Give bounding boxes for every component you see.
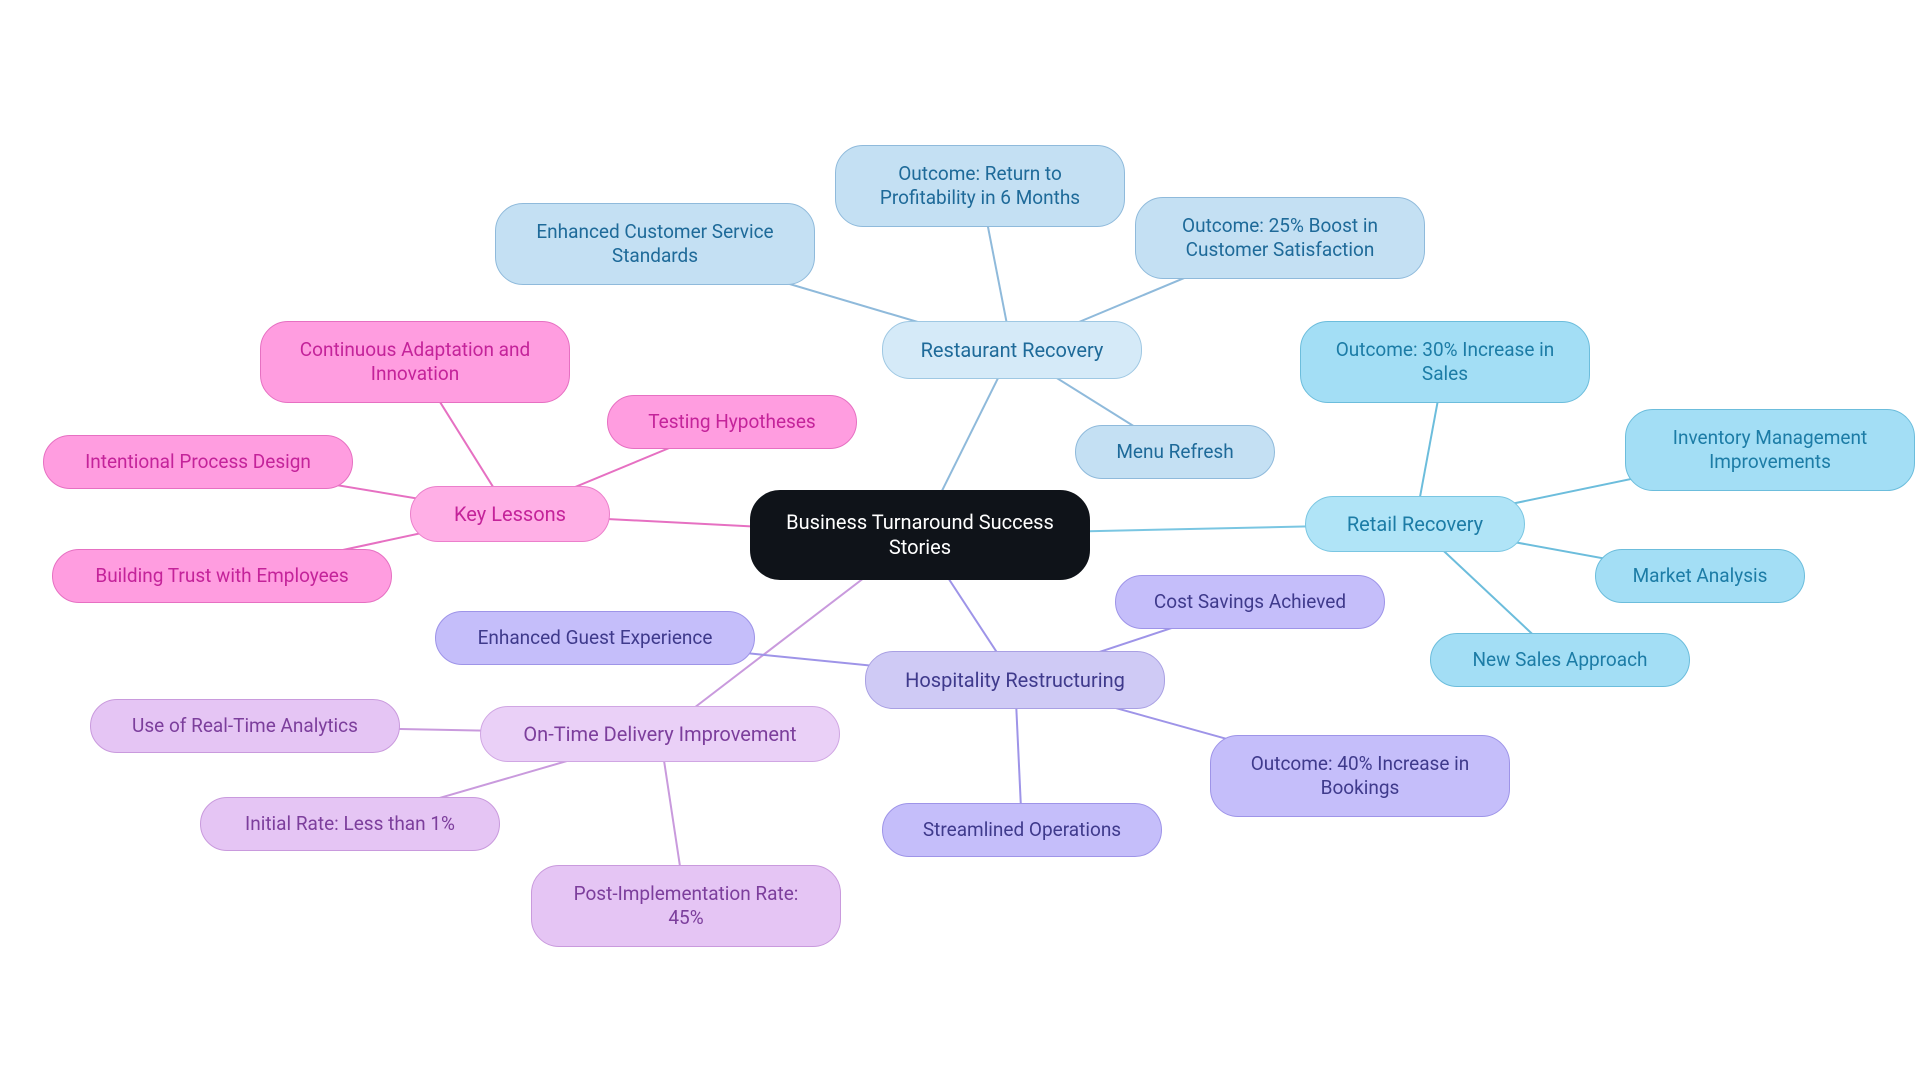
node-d2[interactable]: Initial Rate: Less than 1% xyxy=(200,797,500,851)
node-l4[interactable]: Building Trust with Employees xyxy=(52,549,392,603)
mindmap-canvas: Business Turnaround Success Stories Resta… xyxy=(0,0,1920,1083)
node-r3[interactable]: Outcome: 25% Boost in Customer Satisfact… xyxy=(1135,197,1425,279)
node-retail[interactable]: Retail Recovery xyxy=(1305,496,1525,552)
node-hospitality[interactable]: Hospitality Restructuring xyxy=(865,651,1165,709)
node-delivery[interactable]: On-Time Delivery Improvement xyxy=(480,706,840,762)
node-h4[interactable]: Streamlined Operations xyxy=(882,803,1162,857)
node-d3[interactable]: Post-Implementation Rate: 45% xyxy=(531,865,841,947)
node-re4[interactable]: New Sales Approach xyxy=(1430,633,1690,687)
node-re3[interactable]: Market Analysis xyxy=(1595,549,1805,603)
node-center[interactable]: Business Turnaround Success Stories xyxy=(750,490,1090,580)
node-l2[interactable]: Testing Hypotheses xyxy=(607,395,857,449)
node-d1[interactable]: Use of Real-Time Analytics xyxy=(90,699,400,753)
node-r2[interactable]: Outcome: Return to Profitability in 6 Mo… xyxy=(835,145,1125,227)
node-lessons[interactable]: Key Lessons xyxy=(410,486,610,542)
node-r1[interactable]: Enhanced Customer Service Standards xyxy=(495,203,815,285)
node-restaurant[interactable]: Restaurant Recovery xyxy=(882,321,1142,379)
node-re1[interactable]: Outcome: 30% Increase in Sales xyxy=(1300,321,1590,403)
node-l3[interactable]: Intentional Process Design xyxy=(43,435,353,489)
node-h3[interactable]: Outcome: 40% Increase in Bookings xyxy=(1210,735,1510,817)
node-l1[interactable]: Continuous Adaptation and Innovation xyxy=(260,321,570,403)
node-h2[interactable]: Cost Savings Achieved xyxy=(1115,575,1385,629)
node-re2[interactable]: Inventory Management Improvements xyxy=(1625,409,1915,491)
node-h1[interactable]: Enhanced Guest Experience xyxy=(435,611,755,665)
node-r4[interactable]: Menu Refresh xyxy=(1075,425,1275,479)
